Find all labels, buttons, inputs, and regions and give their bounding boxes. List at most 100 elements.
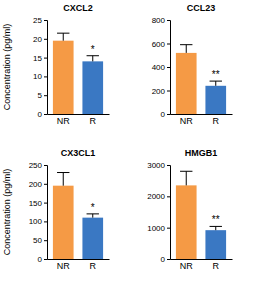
tick: 100 — [29, 217, 47, 226]
tick-mark — [44, 76, 47, 77]
tick-label: NR — [180, 116, 193, 126]
tick-label: R — [90, 261, 97, 271]
x-axis: NR R — [48, 115, 110, 127]
error-bar-stem — [92, 214, 93, 218]
tick-label: 20 — [33, 35, 42, 44]
error-bar-cap — [210, 226, 222, 227]
tick-mark — [167, 44, 170, 45]
tick: NR — [180, 116, 193, 126]
tick-mark — [44, 39, 47, 40]
x-axis: NR R — [48, 260, 110, 272]
bar — [205, 86, 226, 114]
axis-title: Concentration (pg/ml) — [2, 24, 12, 111]
title: CXCL2 — [63, 3, 93, 13]
x-axis: NR R — [171, 260, 233, 272]
title: CX3CL1 — [61, 148, 96, 158]
tick: 2000 — [147, 192, 170, 201]
bar — [53, 186, 74, 259]
bar — [82, 218, 103, 259]
tick-label: 25 — [33, 16, 42, 25]
error-bar-stem — [63, 173, 64, 186]
figure: 0510152025NRRCXCL2Concentration (pg/ml)*… — [0, 0, 260, 289]
axis-line — [44, 166, 48, 260]
tick: R — [213, 261, 220, 271]
error-bar-cap — [87, 213, 99, 214]
annotation: * — [91, 202, 95, 213]
plot-area — [53, 33, 103, 114]
tick: 0 — [161, 110, 170, 119]
axis-line — [171, 114, 233, 115]
tick-label: 800 — [152, 16, 166, 25]
axis-title: Concentration (pg/ml) — [2, 169, 12, 256]
error-bar — [87, 214, 99, 218]
tick-label: 0 — [161, 255, 166, 264]
error-bar — [180, 45, 192, 53]
tick: NR — [57, 116, 70, 126]
error-bar-stem — [186, 45, 187, 53]
tick: 200 — [152, 87, 170, 96]
tick-label: 3000 — [147, 161, 165, 170]
tick-label: 2000 — [147, 192, 165, 201]
tick: R — [90, 261, 97, 271]
error-bar — [57, 173, 69, 186]
axis-line — [44, 21, 48, 115]
error-bar-cap — [57, 172, 69, 173]
tick-label: 50 — [33, 236, 42, 245]
axis-line — [171, 259, 233, 260]
tick-label: 0 — [161, 110, 166, 119]
tick: 800 — [152, 16, 170, 25]
tick-mark — [44, 203, 47, 204]
y-axis: 0 50 100 150 200 250 — [29, 161, 48, 264]
tick-mark — [44, 240, 47, 241]
tick-label: 200 — [29, 180, 43, 189]
panel: 0 50 100 150 200 250 NR R CX3CL1 Concentration (p… — [2, 148, 110, 271]
axis-line — [48, 114, 110, 115]
tick-mark — [44, 58, 47, 59]
tick-label: R — [90, 116, 97, 126]
panel: 0100020003000NRRHMGB1** — [147, 148, 232, 271]
tick-label: 100 — [29, 217, 43, 226]
tick: 3000 — [147, 161, 170, 170]
tick: 600 — [152, 40, 170, 49]
panel: 0200400600800NRRCCL23** — [152, 3, 233, 126]
tick-mark — [167, 114, 170, 115]
tick: 5 — [38, 91, 47, 100]
title: CCL23 — [187, 3, 216, 13]
tick-label: 250 — [29, 161, 43, 170]
y-axis: 0510152025 — [33, 16, 47, 119]
tick: 0 — [161, 255, 170, 264]
x-axis: NR R — [171, 115, 233, 127]
error-bar — [210, 81, 222, 86]
tick-label: NR — [180, 261, 193, 271]
annotation: ** — [212, 214, 220, 225]
tick-mark — [44, 259, 47, 260]
tick: 50 — [33, 236, 47, 245]
tick-label: NR — [57, 261, 70, 271]
tick-label: 5 — [38, 91, 43, 100]
plot-area — [53, 173, 103, 259]
tick: 0 — [38, 255, 47, 264]
error-bar-stem — [92, 56, 93, 62]
tick-label: R — [213, 116, 220, 126]
axis-line — [167, 21, 171, 115]
tick-label: 1000 — [147, 224, 165, 233]
tick-mark — [167, 67, 170, 68]
error-bar-cap — [180, 171, 192, 172]
tick-label: NR — [57, 116, 70, 126]
annotation: * — [91, 44, 95, 55]
y-axis: 0 1000 2000 3000 — [147, 161, 170, 264]
tick-mark — [167, 259, 170, 260]
error-bar-cap — [210, 81, 222, 82]
error-bar-cap — [180, 44, 192, 45]
tick-mark — [167, 196, 170, 197]
tick: 150 — [29, 199, 47, 208]
error-bar-stem — [63, 33, 64, 41]
tick: NR — [180, 261, 193, 271]
bar — [176, 185, 197, 259]
tick-label: 0 — [38, 255, 43, 264]
tick: 200 — [29, 180, 47, 189]
plot-area — [176, 45, 226, 114]
tick-label: 15 — [33, 54, 42, 63]
tick-label: 200 — [152, 87, 166, 96]
bar — [205, 230, 226, 259]
